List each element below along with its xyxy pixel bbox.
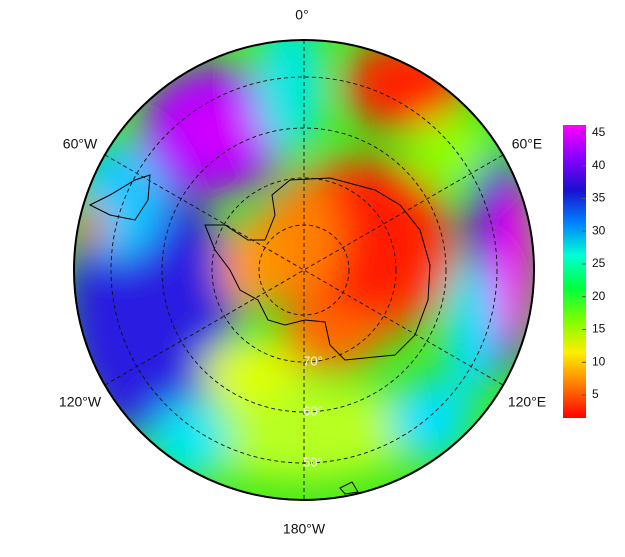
latitude-label: 60° (303, 403, 323, 418)
colorbar-tick-label: 35 (592, 191, 606, 205)
longitude-label: 180°W (283, 521, 326, 537)
colorbar-tick-label: 10 (592, 354, 606, 368)
longitude-label: 60°E (512, 136, 543, 152)
colorbar-tick-label: 15 (592, 322, 606, 336)
longitude-label: 0° (295, 7, 308, 23)
colorbar-tick-label: 20 (592, 289, 606, 303)
colorbar-tick-label: 30 (592, 223, 606, 237)
field (74, 40, 534, 500)
latitude-label: 50° (303, 454, 323, 469)
colorbar-tick-label: 45 (592, 125, 606, 139)
longitude-label: 120°W (59, 394, 102, 410)
longitude-label: 60°W (63, 136, 98, 152)
longitude-label: 120°E (508, 394, 546, 410)
colorbar (563, 125, 586, 418)
colorbar-tick-label: 40 (592, 158, 606, 172)
colorbar-tick-label: 25 (592, 256, 606, 270)
latitude-label: 70° (303, 353, 323, 368)
graticule (104, 40, 504, 500)
colorbar-tick-label: 5 (592, 387, 599, 401)
map-border (73, 39, 535, 501)
